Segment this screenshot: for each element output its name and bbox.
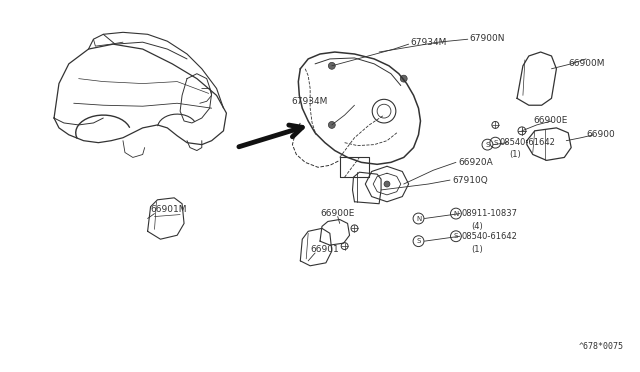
- Text: (1): (1): [509, 150, 521, 159]
- Text: N: N: [453, 211, 459, 217]
- Text: S: S: [454, 233, 458, 239]
- Text: 67900N: 67900N: [470, 34, 505, 43]
- Circle shape: [328, 62, 335, 69]
- Text: 67910Q: 67910Q: [452, 176, 488, 185]
- Text: ^678*0075: ^678*0075: [579, 343, 623, 352]
- Text: 08540-61642: 08540-61642: [462, 232, 518, 241]
- Text: 66900E: 66900E: [534, 116, 568, 125]
- Circle shape: [384, 181, 390, 187]
- Circle shape: [400, 75, 407, 82]
- Text: 08540-61642: 08540-61642: [499, 138, 555, 147]
- Text: 67934M: 67934M: [291, 97, 328, 106]
- Text: (1): (1): [472, 244, 483, 254]
- Text: 66900M: 66900M: [568, 60, 605, 68]
- Text: 66901: 66901: [310, 244, 339, 254]
- Text: 66901M: 66901M: [150, 205, 187, 214]
- Text: (4): (4): [472, 222, 483, 231]
- Text: 66920A: 66920A: [458, 158, 493, 167]
- Text: S: S: [493, 140, 497, 146]
- Text: 66900: 66900: [586, 130, 614, 139]
- Text: 66900E: 66900E: [320, 209, 355, 218]
- Text: N: N: [416, 215, 421, 221]
- Text: 08911-10837: 08911-10837: [462, 209, 518, 218]
- Circle shape: [328, 122, 335, 128]
- Text: S: S: [485, 142, 490, 148]
- Text: 67934M: 67934M: [411, 38, 447, 46]
- Text: S: S: [416, 238, 420, 244]
